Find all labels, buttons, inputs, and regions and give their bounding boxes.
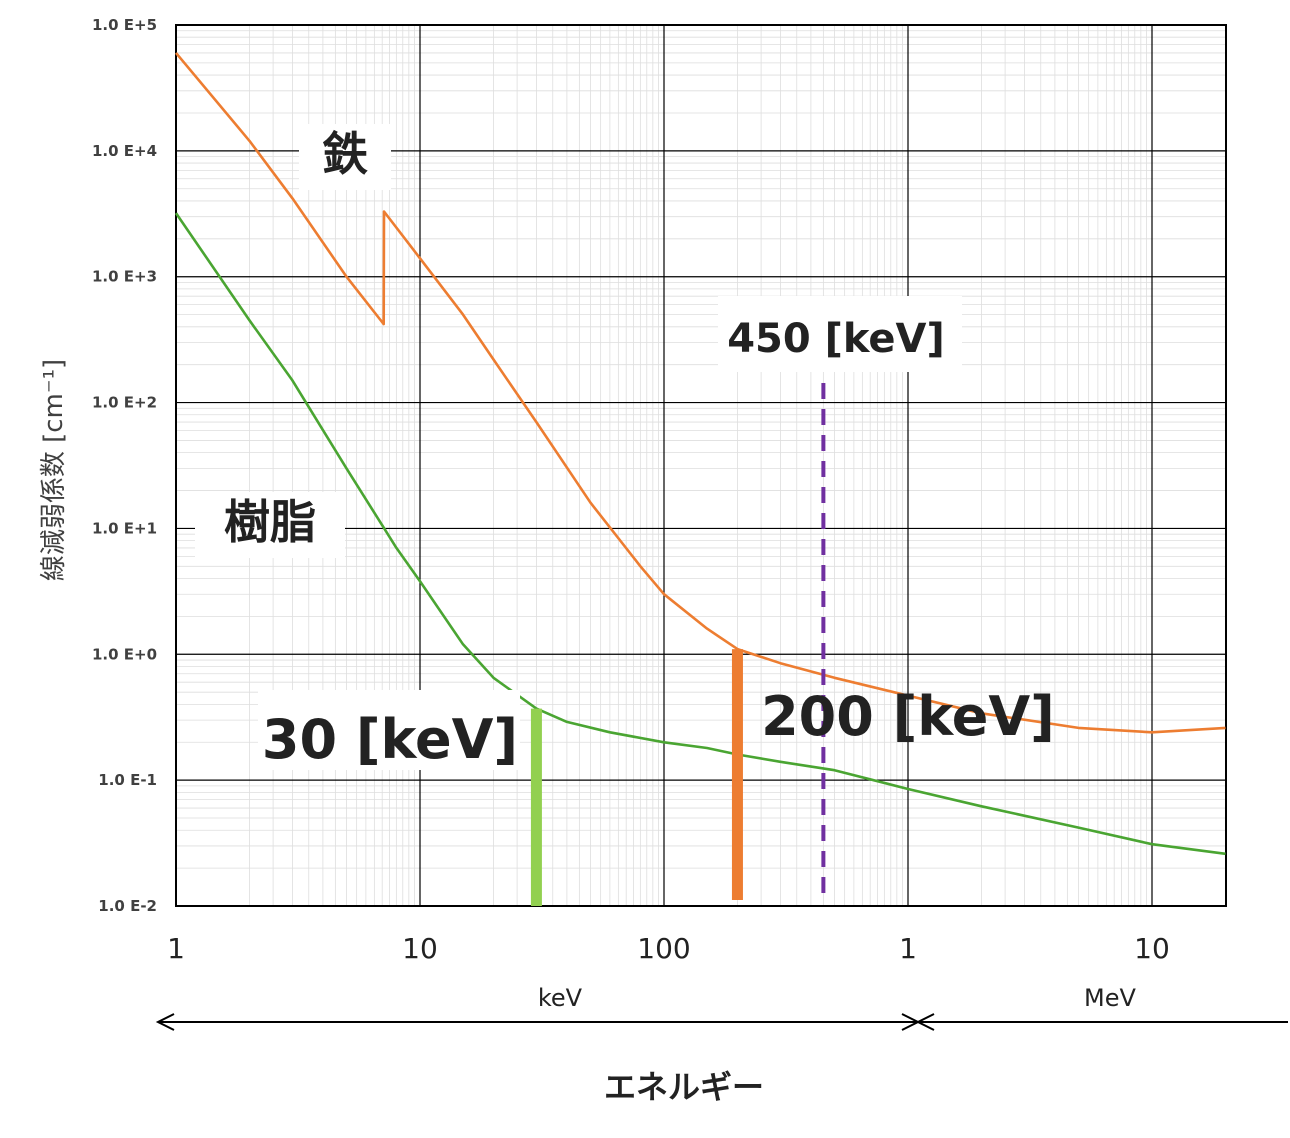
marker-layer: 30 [keV] 200 [keV] 450 [keV] <box>258 296 1055 906</box>
arrow-head-left <box>915 1013 935 1031</box>
y-tick-label: 1.0 E+5 <box>92 16 157 34</box>
series-line-iron <box>175 52 1226 734</box>
series-layer: 鉄樹脂 <box>174 52 1226 856</box>
marker-label-450kev: 450 [keV] <box>727 316 945 362</box>
plot-frame <box>175 24 1227 907</box>
y-tick-label: 1.0 E-2 <box>98 897 157 915</box>
arrow-head-left <box>155 1013 175 1031</box>
series-label-background <box>195 492 345 558</box>
y-axis-label: 線減弱係数 [cm⁻¹] <box>39 359 69 581</box>
x-tick-labels: 1 10 100 1 10 <box>167 932 1170 965</box>
series-label-resin: 樹脂 <box>224 495 316 549</box>
y-tick-label: 1.0 E+3 <box>92 268 157 286</box>
y-tick-label: 1.0 E+0 <box>92 645 157 663</box>
unit-ranges: keV MeV <box>155 984 1288 1031</box>
x-tick-label: 100 <box>637 932 690 965</box>
x-tick-label: 1 <box>167 932 185 965</box>
marker-label-background <box>718 296 962 372</box>
x-tick-label: 10 <box>1134 932 1170 965</box>
y-tick-label: 1.0 E+4 <box>92 142 157 160</box>
x-tick-label: 1 <box>899 932 917 965</box>
y-tick-labels: 1.0 E+5 1.0 E+4 1.0 E+3 1.0 E+2 1.0 E+1 1.0 E… <box>92 16 157 915</box>
series-line-resin <box>174 212 1226 856</box>
unit-range-label: keV <box>538 984 583 1012</box>
minor-grid <box>176 25 1226 906</box>
y-tick-label: 1.0 E-1 <box>98 771 157 789</box>
unit-range-label: MeV <box>1084 984 1136 1012</box>
series-label-iron: 鉄 <box>322 127 368 181</box>
y-tick-label: 1.0 E+2 <box>92 394 157 412</box>
series-label-background <box>299 124 391 190</box>
marker-label-30kev: 30 [keV] <box>262 708 518 771</box>
marker-label-background <box>258 690 520 770</box>
marker-label-200kev: 200 [keV] <box>761 685 1055 748</box>
x-axis-title: エネルギー <box>604 1068 764 1106</box>
x-tick-label: 10 <box>402 932 438 965</box>
y-tick-label: 1.0 E+1 <box>92 519 157 537</box>
